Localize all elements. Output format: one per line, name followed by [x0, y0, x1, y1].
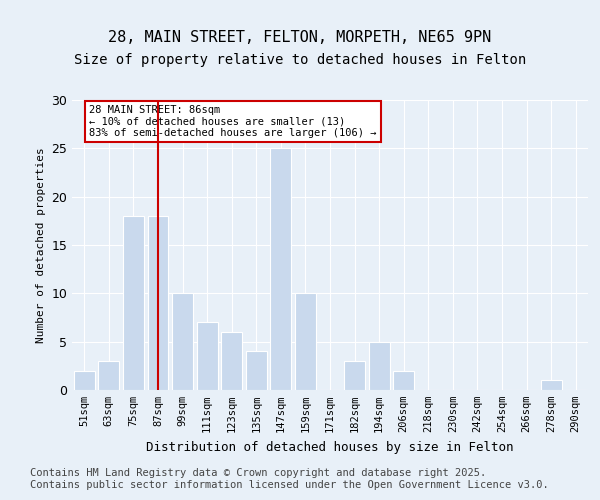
Bar [246, 352, 267, 390]
Bar [148, 216, 169, 390]
Bar [197, 322, 218, 390]
Bar [221, 332, 242, 390]
Bar [98, 361, 119, 390]
Bar [123, 216, 144, 390]
Bar [541, 380, 562, 390]
Y-axis label: Number of detached properties: Number of detached properties [36, 147, 46, 343]
Text: Contains HM Land Registry data © Crown copyright and database right 2025.
Contai: Contains HM Land Registry data © Crown c… [30, 468, 549, 490]
Bar [344, 361, 365, 390]
Text: 28 MAIN STREET: 86sqm
← 10% of detached houses are smaller (13)
83% of semi-deta: 28 MAIN STREET: 86sqm ← 10% of detached … [89, 105, 377, 138]
Bar [172, 294, 193, 390]
Bar [271, 148, 292, 390]
Bar [295, 294, 316, 390]
X-axis label: Distribution of detached houses by size in Felton: Distribution of detached houses by size … [146, 440, 514, 454]
Bar [368, 342, 389, 390]
Text: 28, MAIN STREET, FELTON, MORPETH, NE65 9PN: 28, MAIN STREET, FELTON, MORPETH, NE65 9… [109, 30, 491, 45]
Text: Size of property relative to detached houses in Felton: Size of property relative to detached ho… [74, 53, 526, 67]
Bar [393, 370, 414, 390]
Bar [74, 370, 95, 390]
